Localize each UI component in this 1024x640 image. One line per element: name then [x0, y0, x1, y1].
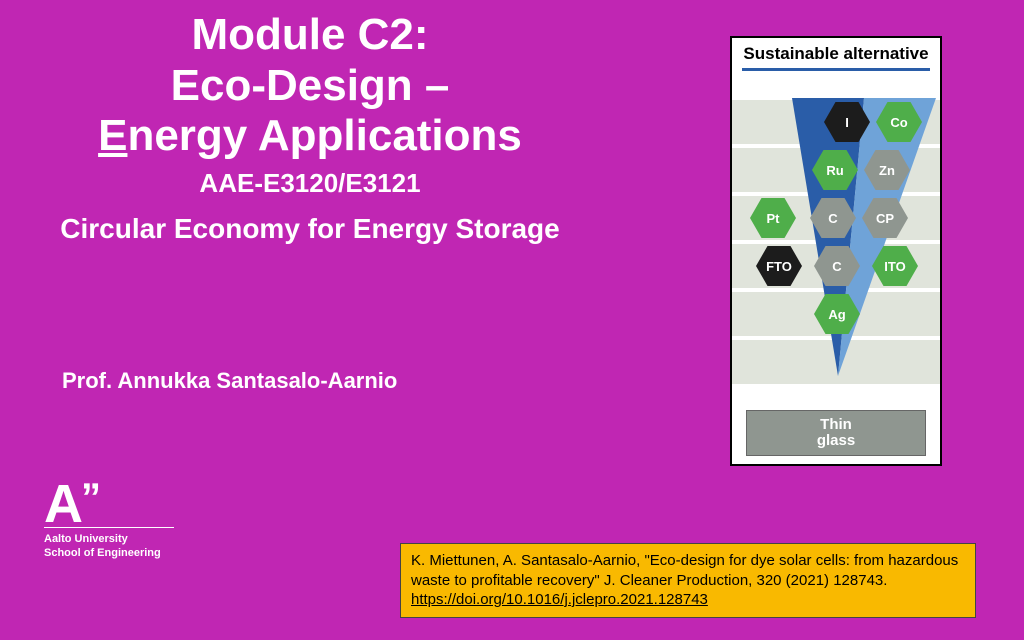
title-line2: Eco-Design –	[171, 61, 450, 110]
title-block: Module C2: Eco-Design – Energy Applicati…	[40, 10, 580, 246]
logo-line2: School of Engineering	[44, 547, 161, 559]
logo-quote: ”	[81, 476, 99, 520]
subtitle: Circular Economy for Energy Storage	[40, 211, 580, 246]
citation-link[interactable]: https://doi.org/10.1016/j.jclepro.2021.1…	[411, 591, 708, 608]
aalto-logo: A” Aalto University School of Engineerin…	[44, 480, 174, 560]
logo-letter: A	[44, 474, 81, 534]
bottom-bar: Thinglass	[746, 410, 926, 456]
panel-title: Sustainable alternative	[732, 38, 940, 64]
title-line1: Module C2:	[191, 10, 428, 59]
diagram-canvas: ICoRuZnPtCCPFTOCITOAgThinglass	[732, 76, 940, 466]
citation-box: K. Miettunen, A. Santasalo-Aarnio, "Eco-…	[400, 543, 976, 618]
title-line3-underlined: E	[98, 111, 127, 160]
professor-name: Prof. Annukka Santasalo-Aarnio	[62, 368, 397, 394]
title-line3-rest: nergy Applications	[127, 111, 521, 160]
logo-line1: Aalto University	[44, 533, 128, 545]
main-title: Module C2: Eco-Design – Energy Applicati…	[40, 10, 580, 162]
logo-mark: A”	[44, 480, 174, 529]
logo-text: Aalto University School of Engineering	[44, 527, 174, 561]
panel-divider	[742, 68, 930, 71]
diagram-panel: Sustainable alternative ICoRuZnPtCCPFTOC…	[730, 36, 942, 466]
course-code: AAE-E3120/E3121	[40, 168, 580, 199]
citation-text: K. Miettunen, A. Santasalo-Aarnio, "Eco-…	[411, 552, 958, 589]
